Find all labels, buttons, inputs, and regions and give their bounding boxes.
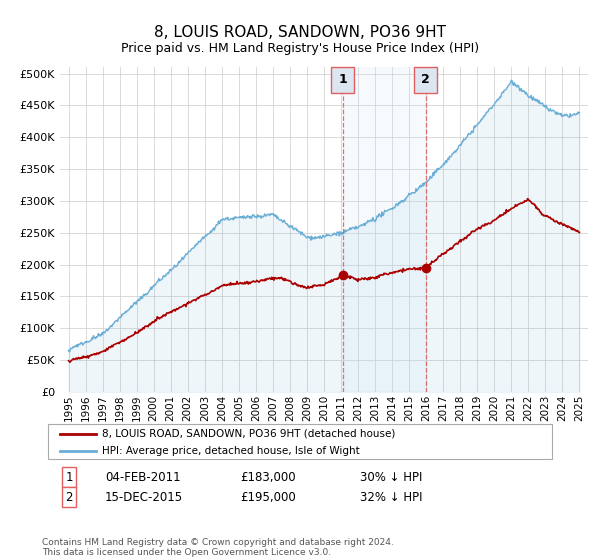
Text: 8, LOUIS ROAD, SANDOWN, PO36 9HT: 8, LOUIS ROAD, SANDOWN, PO36 9HT bbox=[154, 25, 446, 40]
Text: 04-FEB-2011: 04-FEB-2011 bbox=[105, 470, 181, 484]
Text: 8, LOUIS ROAD, SANDOWN, PO36 9HT (detached house): 8, LOUIS ROAD, SANDOWN, PO36 9HT (detach… bbox=[102, 429, 395, 439]
Text: 15-DEC-2015: 15-DEC-2015 bbox=[105, 491, 183, 504]
Text: HPI: Average price, detached house, Isle of Wight: HPI: Average price, detached house, Isle… bbox=[102, 446, 360, 456]
Text: 1: 1 bbox=[338, 73, 347, 86]
Text: 2: 2 bbox=[421, 73, 430, 86]
Text: 2: 2 bbox=[65, 491, 73, 504]
Text: 8, LOUIS ROAD, SANDOWN, PO36 9HT (detached house): 8, LOUIS ROAD, SANDOWN, PO36 9HT (detach… bbox=[102, 429, 395, 439]
Text: 30% ↓ HPI: 30% ↓ HPI bbox=[360, 470, 422, 484]
Bar bbox=[343, 67, 425, 392]
Text: 32% ↓ HPI: 32% ↓ HPI bbox=[360, 491, 422, 504]
Text: Contains HM Land Registry data © Crown copyright and database right 2024.
This d: Contains HM Land Registry data © Crown c… bbox=[42, 538, 394, 557]
FancyBboxPatch shape bbox=[415, 67, 437, 92]
Text: Price paid vs. HM Land Registry's House Price Index (HPI): Price paid vs. HM Land Registry's House … bbox=[121, 42, 479, 55]
Text: £195,000: £195,000 bbox=[240, 491, 296, 504]
Text: HPI: Average price, detached house, Isle of Wight: HPI: Average price, detached house, Isle… bbox=[102, 446, 360, 456]
Text: £183,000: £183,000 bbox=[240, 470, 296, 484]
Text: 1: 1 bbox=[65, 470, 73, 484]
FancyBboxPatch shape bbox=[331, 67, 353, 92]
